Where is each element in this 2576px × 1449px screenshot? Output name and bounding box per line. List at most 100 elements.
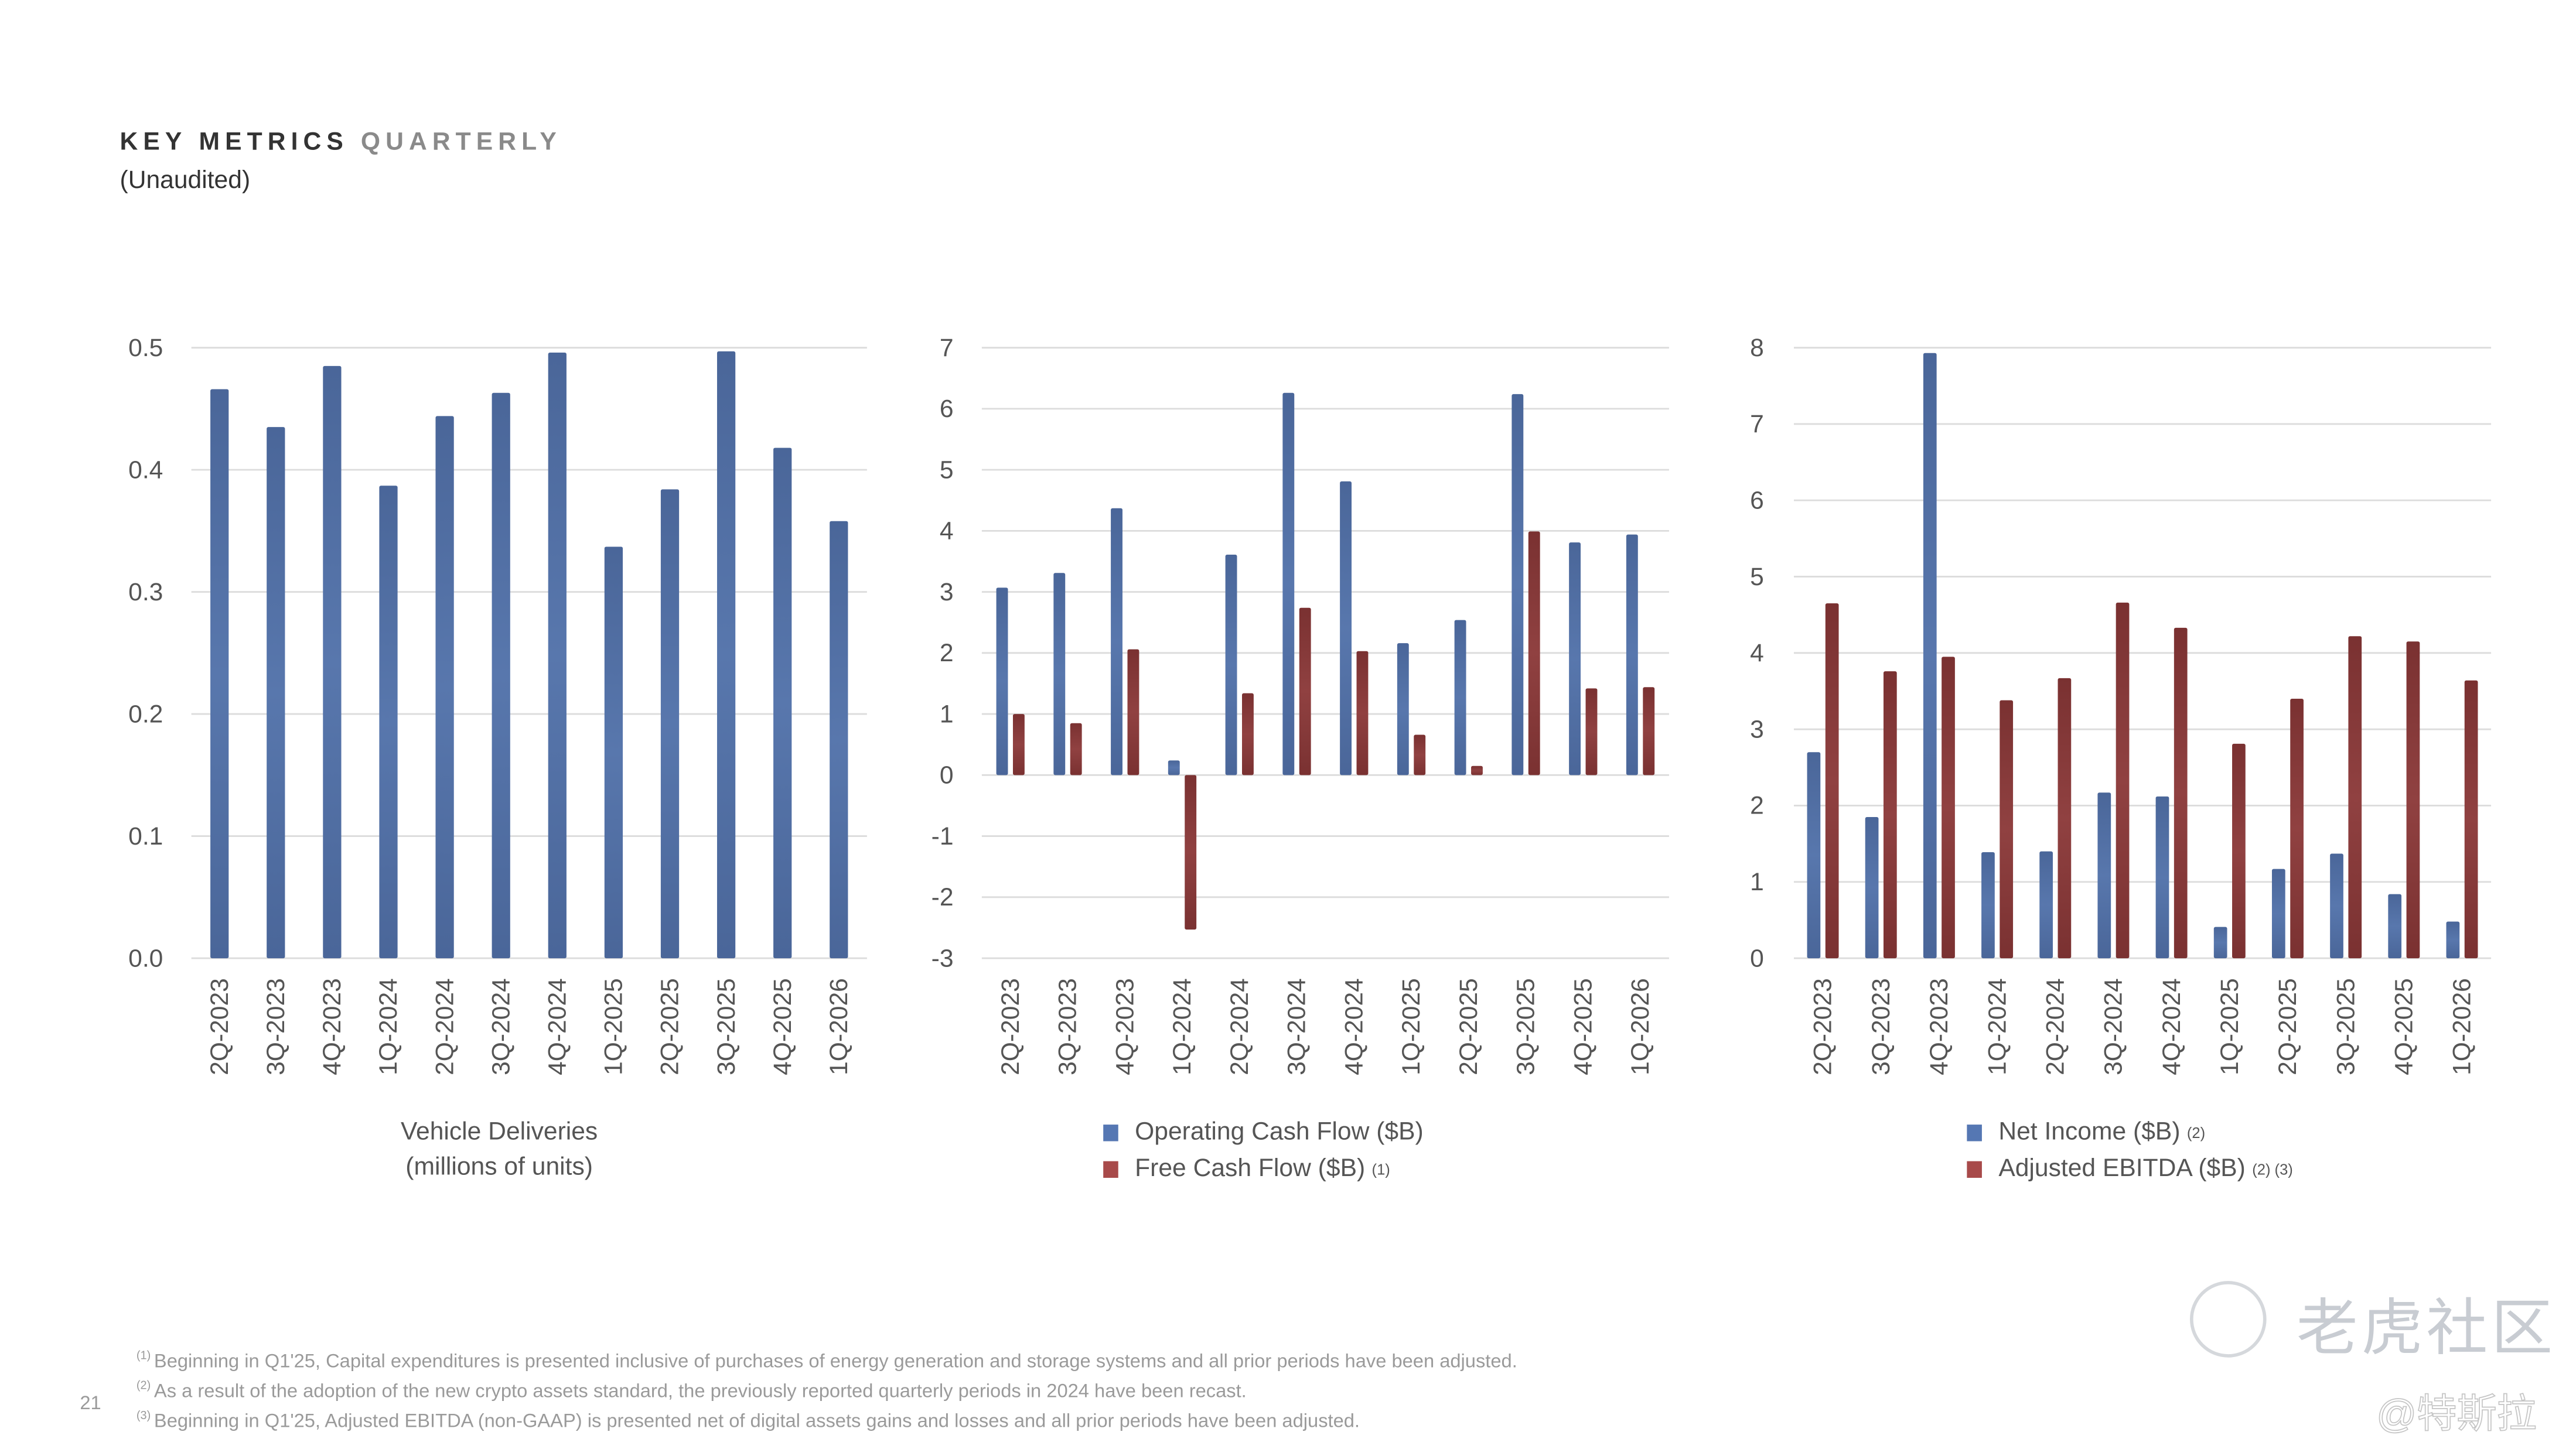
x-tick-label: 2Q-2023 [1809, 978, 1837, 1075]
y-tick-label: -2 [932, 883, 954, 911]
x-tick-label: 4Q-2023 [318, 978, 346, 1075]
x-tick-label: 1Q-2025 [600, 978, 628, 1075]
chart3-legend: Net Income ($B) (2) Adjusted EBITDA ($B) (… [1967, 1115, 2293, 1188]
bar-series2-3Q-2025 [2348, 636, 2362, 959]
x-tick-label: 2Q-2024 [431, 978, 459, 1075]
y-tick-label: 3 [1750, 715, 1764, 743]
bar-series1-3Q-2025 [2330, 853, 2343, 959]
title-dark: KEY METRICS [120, 128, 349, 156]
bar-series1-2Q-2024 [435, 416, 454, 959]
bar-series1-3Q-2024 [1282, 392, 1295, 775]
bar-series2-2Q-2024 [2058, 678, 2072, 959]
x-tick-label: 2Q-2023 [997, 978, 1025, 1075]
bar-series1-2Q-2023 [996, 587, 1008, 775]
x-tick-label: 4Q-2023 [1925, 978, 1953, 1075]
bar-series1-4Q-2025 [2388, 894, 2402, 959]
chart1-caption: Vehicle Deliveries (millions of units) [333, 1115, 666, 1184]
bar-series2-2Q-2023 [1012, 714, 1025, 775]
bar-series2-3Q-2024 [2116, 602, 2130, 959]
bar-series2-1Q-2025 [2232, 743, 2246, 959]
y-tick-label: 0.1 [128, 822, 163, 850]
x-tick-label: 2Q-2023 [206, 978, 234, 1075]
y-tick-label: 6 [940, 395, 954, 423]
bar-series1-1Q-2024 [379, 486, 398, 959]
y-tick-label: 0.5 [128, 334, 163, 362]
bar-series1-3Q-2023 [1865, 817, 1879, 959]
page-title: KEY METRICS QUARTERLY [120, 128, 562, 156]
bar-series1-2Q-2023 [210, 389, 229, 959]
x-tick-label: 3Q-2024 [1283, 978, 1311, 1075]
legend-swatch-red [1103, 1161, 1118, 1178]
footnote-mark: (2) [136, 1380, 151, 1393]
legend-item-net-income: Net Income ($B) (2) [1967, 1115, 2292, 1151]
bar-series1-2Q-2025 [1454, 620, 1466, 775]
y-tick-label: 4 [940, 517, 954, 545]
x-tick-label: 1Q-2024 [374, 978, 402, 1075]
bar-series1-3Q-2024 [2097, 792, 2111, 959]
y-tick-label: 0.3 [128, 578, 163, 606]
bar-series2-4Q-2025 [1585, 688, 1598, 775]
bar-series2-1Q-2024 [2000, 700, 2014, 959]
bar-series2-2Q-2025 [1471, 765, 1483, 775]
x-tick-label: 4Q-2023 [1111, 978, 1139, 1075]
x-tick-label: 2Q-2024 [2041, 978, 2069, 1075]
footnote-mark: (1) [136, 1351, 151, 1363]
page-subtitle: (Unaudited) [120, 166, 251, 195]
bar-series2-2Q-2023 [1825, 603, 1839, 959]
bar-series2-1Q-2024 [1185, 775, 1197, 930]
legend-item-ocf: Operating Cash Flow ($B) [1103, 1115, 1424, 1151]
bar-series2-4Q-2025 [2406, 641, 2420, 959]
x-tick-label: 4Q-2024 [1340, 978, 1368, 1075]
chart1-xlabel-units: (millions of units) [405, 1153, 593, 1181]
bar-series1-3Q-2025 [1512, 394, 1524, 775]
legend-label: Free Cash Flow ($B) [1135, 1154, 1366, 1183]
x-tick-label: 4Q-2025 [769, 978, 797, 1075]
title-light: QUARTERLY [360, 128, 562, 156]
legend-note: (1) [1371, 1161, 1390, 1178]
bar-series2-3Q-2024 [1299, 607, 1311, 775]
y-tick-label: -3 [932, 944, 954, 972]
x-tick-label: 1Q-2025 [2216, 978, 2244, 1075]
watermark-logo-icon [2189, 1281, 2267, 1358]
legend-label: Net Income ($B) [1998, 1117, 2181, 1147]
bar-series1-2Q-2025 [2271, 869, 2285, 959]
legend-item-fcf: Free Cash Flow ($B) (1) [1103, 1151, 1424, 1188]
bar-series1-3Q-2023 [267, 427, 285, 959]
y-tick-label: 0.4 [128, 456, 163, 484]
bar-series2-1Q-2026 [1643, 687, 1655, 775]
x-tick-label: 1Q-2026 [825, 978, 853, 1075]
y-tick-label: 7 [940, 334, 954, 362]
legend-swatch-blue [1967, 1125, 1982, 1142]
y-tick-label: 0.2 [128, 700, 163, 728]
bar-series2-3Q-2025 [1528, 531, 1540, 775]
x-tick-label: 3Q-2024 [487, 978, 515, 1075]
footnote-text: Beginning in Q1'25, Capital expenditures… [153, 1352, 1517, 1372]
chart1-xlabel: Vehicle Deliveries [400, 1117, 598, 1147]
x-tick-label: 3Q-2025 [712, 978, 741, 1075]
bar-series2-1Q-2025 [1414, 734, 1426, 775]
bar-series2-4Q-2024 [1356, 651, 1369, 775]
bar-series2-4Q-2024 [2174, 627, 2188, 959]
bar-series1-4Q-2024 [1340, 481, 1352, 775]
legend-swatch-red [1967, 1161, 1982, 1178]
x-tick-label: 2Q-2025 [1455, 978, 1483, 1075]
bar-series1-2Q-2024 [2039, 851, 2053, 959]
bar-series1-3Q-2025 [716, 351, 736, 959]
x-tick-label: 2Q-2025 [2274, 978, 2302, 1075]
legend-label: Operating Cash Flow ($B) [1135, 1117, 1424, 1147]
legend-label: Adjusted EBITDA ($B) [1998, 1154, 2246, 1183]
y-tick-label: 3 [940, 578, 954, 606]
y-tick-label: 0 [940, 761, 954, 790]
bar-series1-1Q-2025 [1397, 643, 1409, 775]
chart2-legend: Operating Cash Flow ($B) Free Cash Flow … [1103, 1115, 1424, 1188]
x-tick-label: 1Q-2025 [1397, 978, 1425, 1075]
bar-series1-3Q-2023 [1053, 573, 1066, 775]
y-tick-label: 2 [1750, 792, 1764, 820]
x-tick-label: 2Q-2025 [656, 978, 684, 1075]
bar-series1-2Q-2024 [1225, 555, 1237, 775]
footnote-text: Beginning in Q1'25, Adjusted EBITDA (non… [153, 1412, 1360, 1433]
bar-series2-1Q-2026 [2464, 680, 2478, 959]
bar-series1-1Q-2026 [1626, 534, 1638, 775]
watermark-brand: 老虎社区 [2296, 1294, 2556, 1363]
